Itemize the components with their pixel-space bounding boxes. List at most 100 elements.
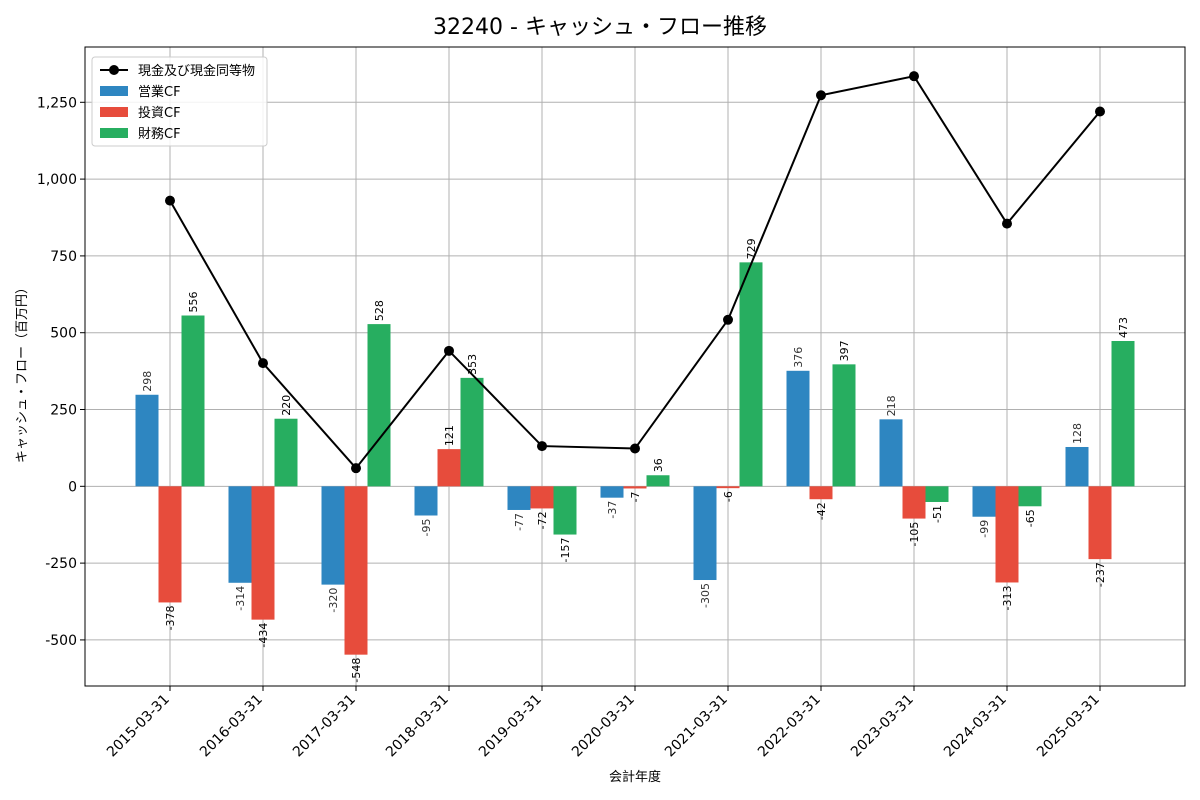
bar [181, 315, 205, 487]
cash-balance-point [630, 443, 640, 454]
legend-entry-label: 営業CF [138, 84, 181, 100]
x-tick-label: 2017-03-31 [290, 692, 359, 761]
cash-balance-point [1095, 106, 1105, 117]
bar [1088, 486, 1112, 560]
bar-value-label: 353 [466, 354, 479, 375]
y-tick-label: -500 [45, 633, 77, 649]
y-axis-label: キャッシュ・フロー（百万円） [15, 281, 30, 463]
cash-balance-line [165, 71, 1105, 474]
bar [553, 486, 577, 535]
bar-value-label: 121 [443, 425, 456, 446]
bar-value-label: -99 [978, 520, 991, 538]
x-axis-ticks: 2015-03-31 2016-03-31 2017-03-31 2018-03-31… [104, 686, 1103, 760]
bar [321, 486, 345, 585]
y-tick-label: 750 [50, 249, 77, 265]
legend-bar-swatch [100, 107, 128, 117]
bar-value-labels: 298 -314 -320 -95 -77 -37 -305 376 218 -99 128 -378… [141, 238, 1130, 682]
bar-value-label: -314 [234, 586, 247, 611]
cash-balance-point [258, 358, 268, 369]
y-tick-label: 1,250 [37, 95, 77, 111]
bar-value-label: -72 [536, 511, 549, 529]
bar-value-label: -105 [908, 522, 921, 547]
bar-value-label: -305 [699, 583, 712, 608]
bar [460, 377, 484, 487]
bar-value-label: -6 [722, 491, 735, 502]
bar [925, 486, 949, 502]
bar-value-label: 397 [838, 340, 851, 361]
cash-balance-point [165, 195, 175, 206]
bar-value-label: 556 [187, 292, 200, 313]
x-tick-label: 2018-03-31 [383, 692, 452, 761]
y-tick-label: 500 [50, 326, 77, 342]
x-tick-label: 2020-03-31 [569, 692, 638, 761]
bar-value-label: -95 [420, 518, 433, 536]
x-tick-label: 2019-03-31 [476, 692, 545, 761]
x-tick-label: 2022-03-31 [755, 692, 824, 761]
bar [716, 486, 740, 489]
bar-value-label: -51 [931, 505, 944, 523]
bar-series [135, 262, 1135, 655]
bar-value-label: -65 [1024, 509, 1037, 527]
x-tick-label: 2024-03-31 [941, 692, 1010, 761]
bar [530, 486, 554, 509]
cash-balance-point [723, 314, 733, 325]
y-tick-label: 0 [68, 479, 77, 495]
bar-value-label: -378 [164, 605, 177, 630]
cash-balance-point [351, 463, 361, 474]
bar [158, 486, 182, 603]
bar-value-label: 528 [373, 300, 386, 321]
x-tick-label: 2025-03-31 [1034, 692, 1103, 761]
bar [1111, 341, 1135, 487]
legend-entry-label: 現金及び現金同等物 [138, 63, 255, 79]
cash-balance-point [444, 345, 454, 356]
bar-value-label: -434 [257, 623, 270, 648]
bar-value-label: -320 [327, 588, 340, 613]
y-axis-ticks: -500 -250 0 250 500 750 1,000 1,250 [37, 95, 85, 649]
y-tick-label: 1,000 [37, 172, 77, 188]
bar-value-label: -157 [559, 538, 572, 563]
bar [995, 486, 1019, 583]
cash-balance-point [1002, 218, 1012, 229]
bar [879, 419, 903, 487]
bar [693, 486, 717, 581]
x-tick-label: 2015-03-31 [104, 692, 173, 761]
bar [972, 486, 996, 517]
bar [832, 364, 856, 487]
bar [135, 394, 159, 487]
bar-value-label: 298 [141, 371, 154, 392]
bar [623, 486, 647, 489]
bar [600, 486, 624, 498]
bar [1018, 486, 1042, 507]
bar [507, 486, 531, 510]
legend-entry-label: 投資CF [138, 105, 181, 121]
bar [251, 486, 275, 620]
bar [646, 475, 670, 487]
bar [274, 418, 298, 487]
bar [414, 486, 438, 516]
bar [1065, 446, 1089, 487]
x-tick-label: 2023-03-31 [848, 692, 917, 761]
bar-value-label: -77 [513, 513, 526, 531]
bar [902, 486, 926, 519]
bar-value-label: -237 [1094, 562, 1107, 587]
legend-entry-label: 財務CF [138, 127, 181, 142]
legend-bar-swatch [100, 128, 128, 138]
legend-marker [109, 65, 119, 75]
chart-title: 32240 - キャッシュ・フロー推移 [433, 15, 767, 40]
bar-value-label: -313 [1001, 585, 1014, 610]
bar-value-label: -42 [815, 502, 828, 520]
bar [344, 486, 368, 655]
bar-value-label: 220 [280, 395, 293, 416]
bar [228, 486, 252, 583]
bar [367, 324, 391, 487]
cash-balance-point [909, 71, 919, 82]
y-tick-label: -250 [45, 556, 77, 572]
x-tick-label: 2016-03-31 [197, 692, 266, 761]
bar-value-label: -548 [350, 658, 363, 683]
bar-value-label: 36 [652, 458, 665, 472]
cash-balance-point [816, 90, 826, 101]
x-tick-label: 2021-03-31 [662, 692, 731, 761]
legend-bar-swatch [100, 86, 128, 96]
x-axis-label: 会計年度 [609, 769, 661, 785]
